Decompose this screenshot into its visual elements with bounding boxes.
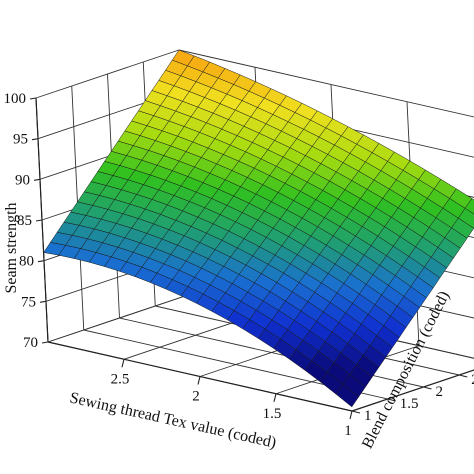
z-axis-title: Seam strength: [3, 202, 20, 293]
z-tick: [41, 341, 49, 344]
surface-patch: [335, 384, 359, 408]
x-tick: [273, 393, 277, 402]
surface-patch: [464, 198, 474, 215]
x-tick-label: 2.5: [111, 371, 130, 387]
x-tick: [349, 410, 353, 420]
y-tick-label: 1.5: [400, 396, 419, 412]
y-tick-label: 2.5: [471, 372, 474, 388]
z-tick: [33, 178, 41, 181]
y-tick: [351, 410, 361, 414]
y-tick-label: 2: [436, 384, 444, 400]
z-tick-label: 90: [15, 172, 30, 188]
x-axis-title: Sewing thread Tex value (coded): [68, 389, 278, 451]
x-tick-label: 2: [192, 389, 200, 405]
z-tick-label: 80: [19, 254, 34, 270]
y-tick: [459, 374, 468, 378]
x-tick: [121, 359, 125, 368]
z-tick: [31, 138, 39, 141]
surface-layer: [43, 49, 474, 408]
z-tick-label: 85: [17, 213, 32, 229]
x-tick: [197, 376, 201, 385]
x-tick-label: 1.5: [263, 406, 282, 422]
y-tick: [423, 386, 432, 390]
z-tick: [37, 260, 45, 263]
y-tick-label: 1: [364, 408, 372, 424]
z-tick-label: 70: [23, 335, 38, 351]
y-tick: [387, 398, 396, 402]
z-tick-label: 75: [21, 294, 36, 310]
z-tick: [29, 97, 37, 100]
x-tick-label: 1: [344, 423, 352, 439]
z-tick-label: 95: [13, 132, 28, 148]
z-tick: [35, 219, 43, 222]
z-tick: [39, 300, 47, 303]
z-tick-label: 100: [4, 91, 27, 107]
